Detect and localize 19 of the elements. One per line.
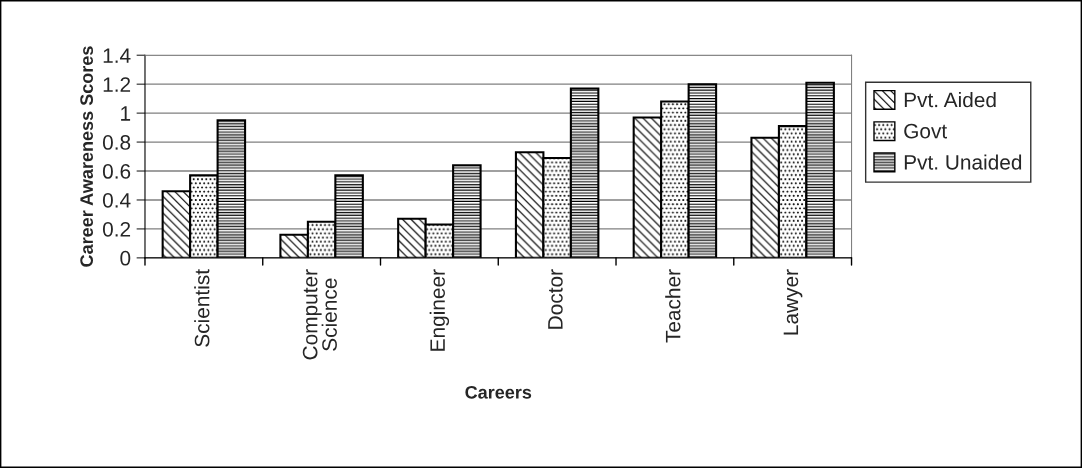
x-tick-label: Scientist xyxy=(194,269,210,347)
x-tick-label: Computer Science xyxy=(302,269,337,360)
y-axis-title: Career Awareness Scores xyxy=(80,46,94,267)
legend-label: Pvt. Unaided xyxy=(904,154,1022,170)
x-tick-label: Lawyer xyxy=(783,269,803,335)
x-tick-label: Engineer xyxy=(429,269,450,351)
y-tick-label: 0.6 xyxy=(102,164,131,179)
y-tick-label: 0.2 xyxy=(102,221,131,237)
y-tick-label: 1.4 xyxy=(103,48,131,63)
x-tick-label: Teacher xyxy=(665,269,681,343)
y-tick-label: 1 xyxy=(121,106,131,121)
x-axis-title: Careers xyxy=(465,385,532,399)
y-tick-label: 1.2 xyxy=(103,77,131,92)
y-tick-label: 0.4 xyxy=(102,192,131,208)
legend-label: Pvt. Aided xyxy=(904,92,996,108)
y-tick-label: 0 xyxy=(120,250,131,266)
legend-label: Govt xyxy=(904,123,948,139)
x-tick-label: Doctor xyxy=(548,269,563,329)
y-tick-label: 0.8 xyxy=(102,135,131,150)
